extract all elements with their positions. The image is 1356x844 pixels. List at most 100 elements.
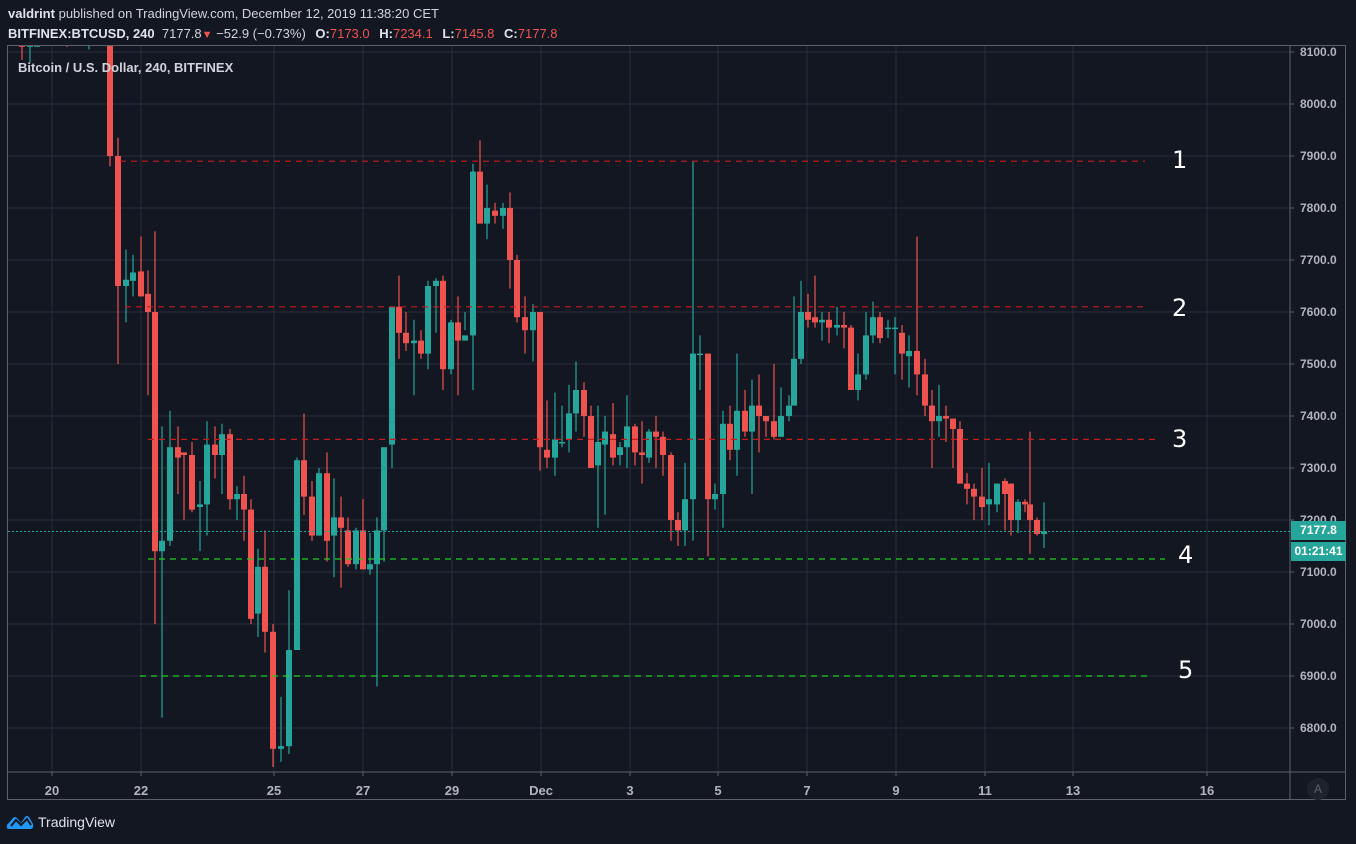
candle-up (255, 566, 261, 614)
candle-up (159, 540, 165, 552)
candle-up (734, 410, 740, 450)
candle-up (500, 208, 506, 216)
candle-up (712, 494, 718, 500)
candle-down (929, 405, 935, 422)
candle-up (462, 335, 468, 341)
price-label: 7700.0 (1300, 253, 1337, 267)
candle-down (189, 455, 195, 510)
candle-down (1008, 483, 1014, 520)
candle-down (1022, 501, 1028, 505)
candle-up (70, 31, 76, 36)
candle-down (653, 431, 659, 437)
candle-up (682, 499, 688, 531)
candle-up (197, 504, 203, 507)
auto-scale-button[interactable]: A (1307, 778, 1329, 800)
candle-up (294, 460, 300, 650)
candle-up (855, 374, 861, 390)
low-value: 7145.8 (454, 26, 495, 41)
author-name[interactable]: valdrint (8, 6, 55, 21)
bar-countdown-badge: 01:21:41 (1291, 542, 1346, 561)
candle-up (167, 447, 173, 541)
high-label: H: (379, 26, 393, 41)
candle-up (86, 31, 92, 39)
time-label: 5 (714, 783, 722, 798)
candle-up (624, 426, 630, 448)
price-label: 6800.0 (1300, 721, 1337, 735)
candle-down (841, 325, 847, 328)
candle-up (316, 473, 322, 536)
tradingview-logo[interactable]: TradingView (6, 813, 115, 831)
candle-down (742, 410, 748, 432)
candle-down (826, 319, 832, 328)
candle-down (418, 340, 424, 354)
candle-up (573, 390, 579, 414)
candle-down (812, 317, 818, 323)
candle-up (986, 499, 992, 505)
candle-up (892, 327, 898, 330)
high-value: 7234.1 (392, 26, 433, 41)
candle-down (877, 317, 883, 338)
candle-up (870, 317, 876, 336)
chart-legend: Bitcoin / U.S. Dollar, 240, BITFINEX (18, 60, 234, 75)
candle-up (433, 280, 439, 286)
symbol-label: BITFINEX:BTCUSD, 240 (8, 26, 155, 41)
candle-up (936, 416, 942, 422)
time-label: 29 (444, 783, 460, 798)
candle-down (175, 447, 181, 458)
price-label: 7900.0 (1300, 149, 1337, 163)
open-label: O: (315, 26, 330, 41)
price-label: 7100.0 (1300, 565, 1337, 579)
publish-info: valdrint published on TradingView.com, D… (8, 6, 439, 21)
candle-up (123, 279, 129, 286)
candle-up (786, 405, 792, 416)
candle-down (964, 483, 970, 489)
candle-up (353, 530, 359, 565)
price-label: 7500.0 (1300, 357, 1337, 371)
candle-up (646, 431, 652, 458)
level-label-3: 3 (1172, 425, 1188, 453)
candle-up (448, 322, 454, 370)
candle-up (791, 358, 797, 406)
candle-up (559, 442, 565, 444)
candle-down (544, 449, 550, 458)
candle-down (396, 306, 402, 333)
candle-down (1027, 504, 1033, 520)
candle-up (906, 351, 912, 357)
candle-up (470, 171, 476, 336)
candle-down (610, 434, 616, 458)
candle-down (1034, 520, 1040, 535)
candle-down (345, 530, 351, 565)
candle-up (278, 746, 284, 749)
candle-down (537, 312, 543, 448)
candle-down (19, 46, 25, 47)
last-price: 7177.8 (161, 26, 202, 41)
candle-down (922, 374, 928, 406)
candle-down (979, 496, 985, 507)
price-label: 7800.0 (1300, 201, 1337, 215)
candle-down (639, 452, 645, 455)
time-label: 27 (355, 783, 371, 798)
candle-down (848, 327, 854, 390)
candle-up (374, 530, 380, 565)
level-label-2: 2 (1172, 294, 1188, 322)
candle-down (756, 405, 762, 416)
candle-down (248, 509, 254, 619)
price-label: 6900.0 (1300, 669, 1337, 683)
symbol-ohlc-bar: BITFINEX:BTCUSD, 240 7177.8▼ −52.9 (−0.7… (8, 26, 558, 41)
candle-up (749, 405, 755, 432)
candle-up (389, 306, 395, 445)
price-label: 7300.0 (1300, 461, 1337, 475)
candle-down (492, 210, 498, 216)
candle-up (834, 325, 840, 328)
down-triangle-icon: ▼ (201, 29, 213, 41)
candle-up (411, 340, 417, 344)
time-label: 11 (978, 783, 992, 798)
price-label: 7600.0 (1300, 305, 1337, 319)
price-label: 7400.0 (1300, 409, 1337, 423)
candle-down (943, 416, 949, 419)
candle-up (204, 444, 210, 505)
candle-up (425, 286, 431, 354)
candle-down (152, 312, 158, 552)
candle-up (331, 517, 337, 536)
